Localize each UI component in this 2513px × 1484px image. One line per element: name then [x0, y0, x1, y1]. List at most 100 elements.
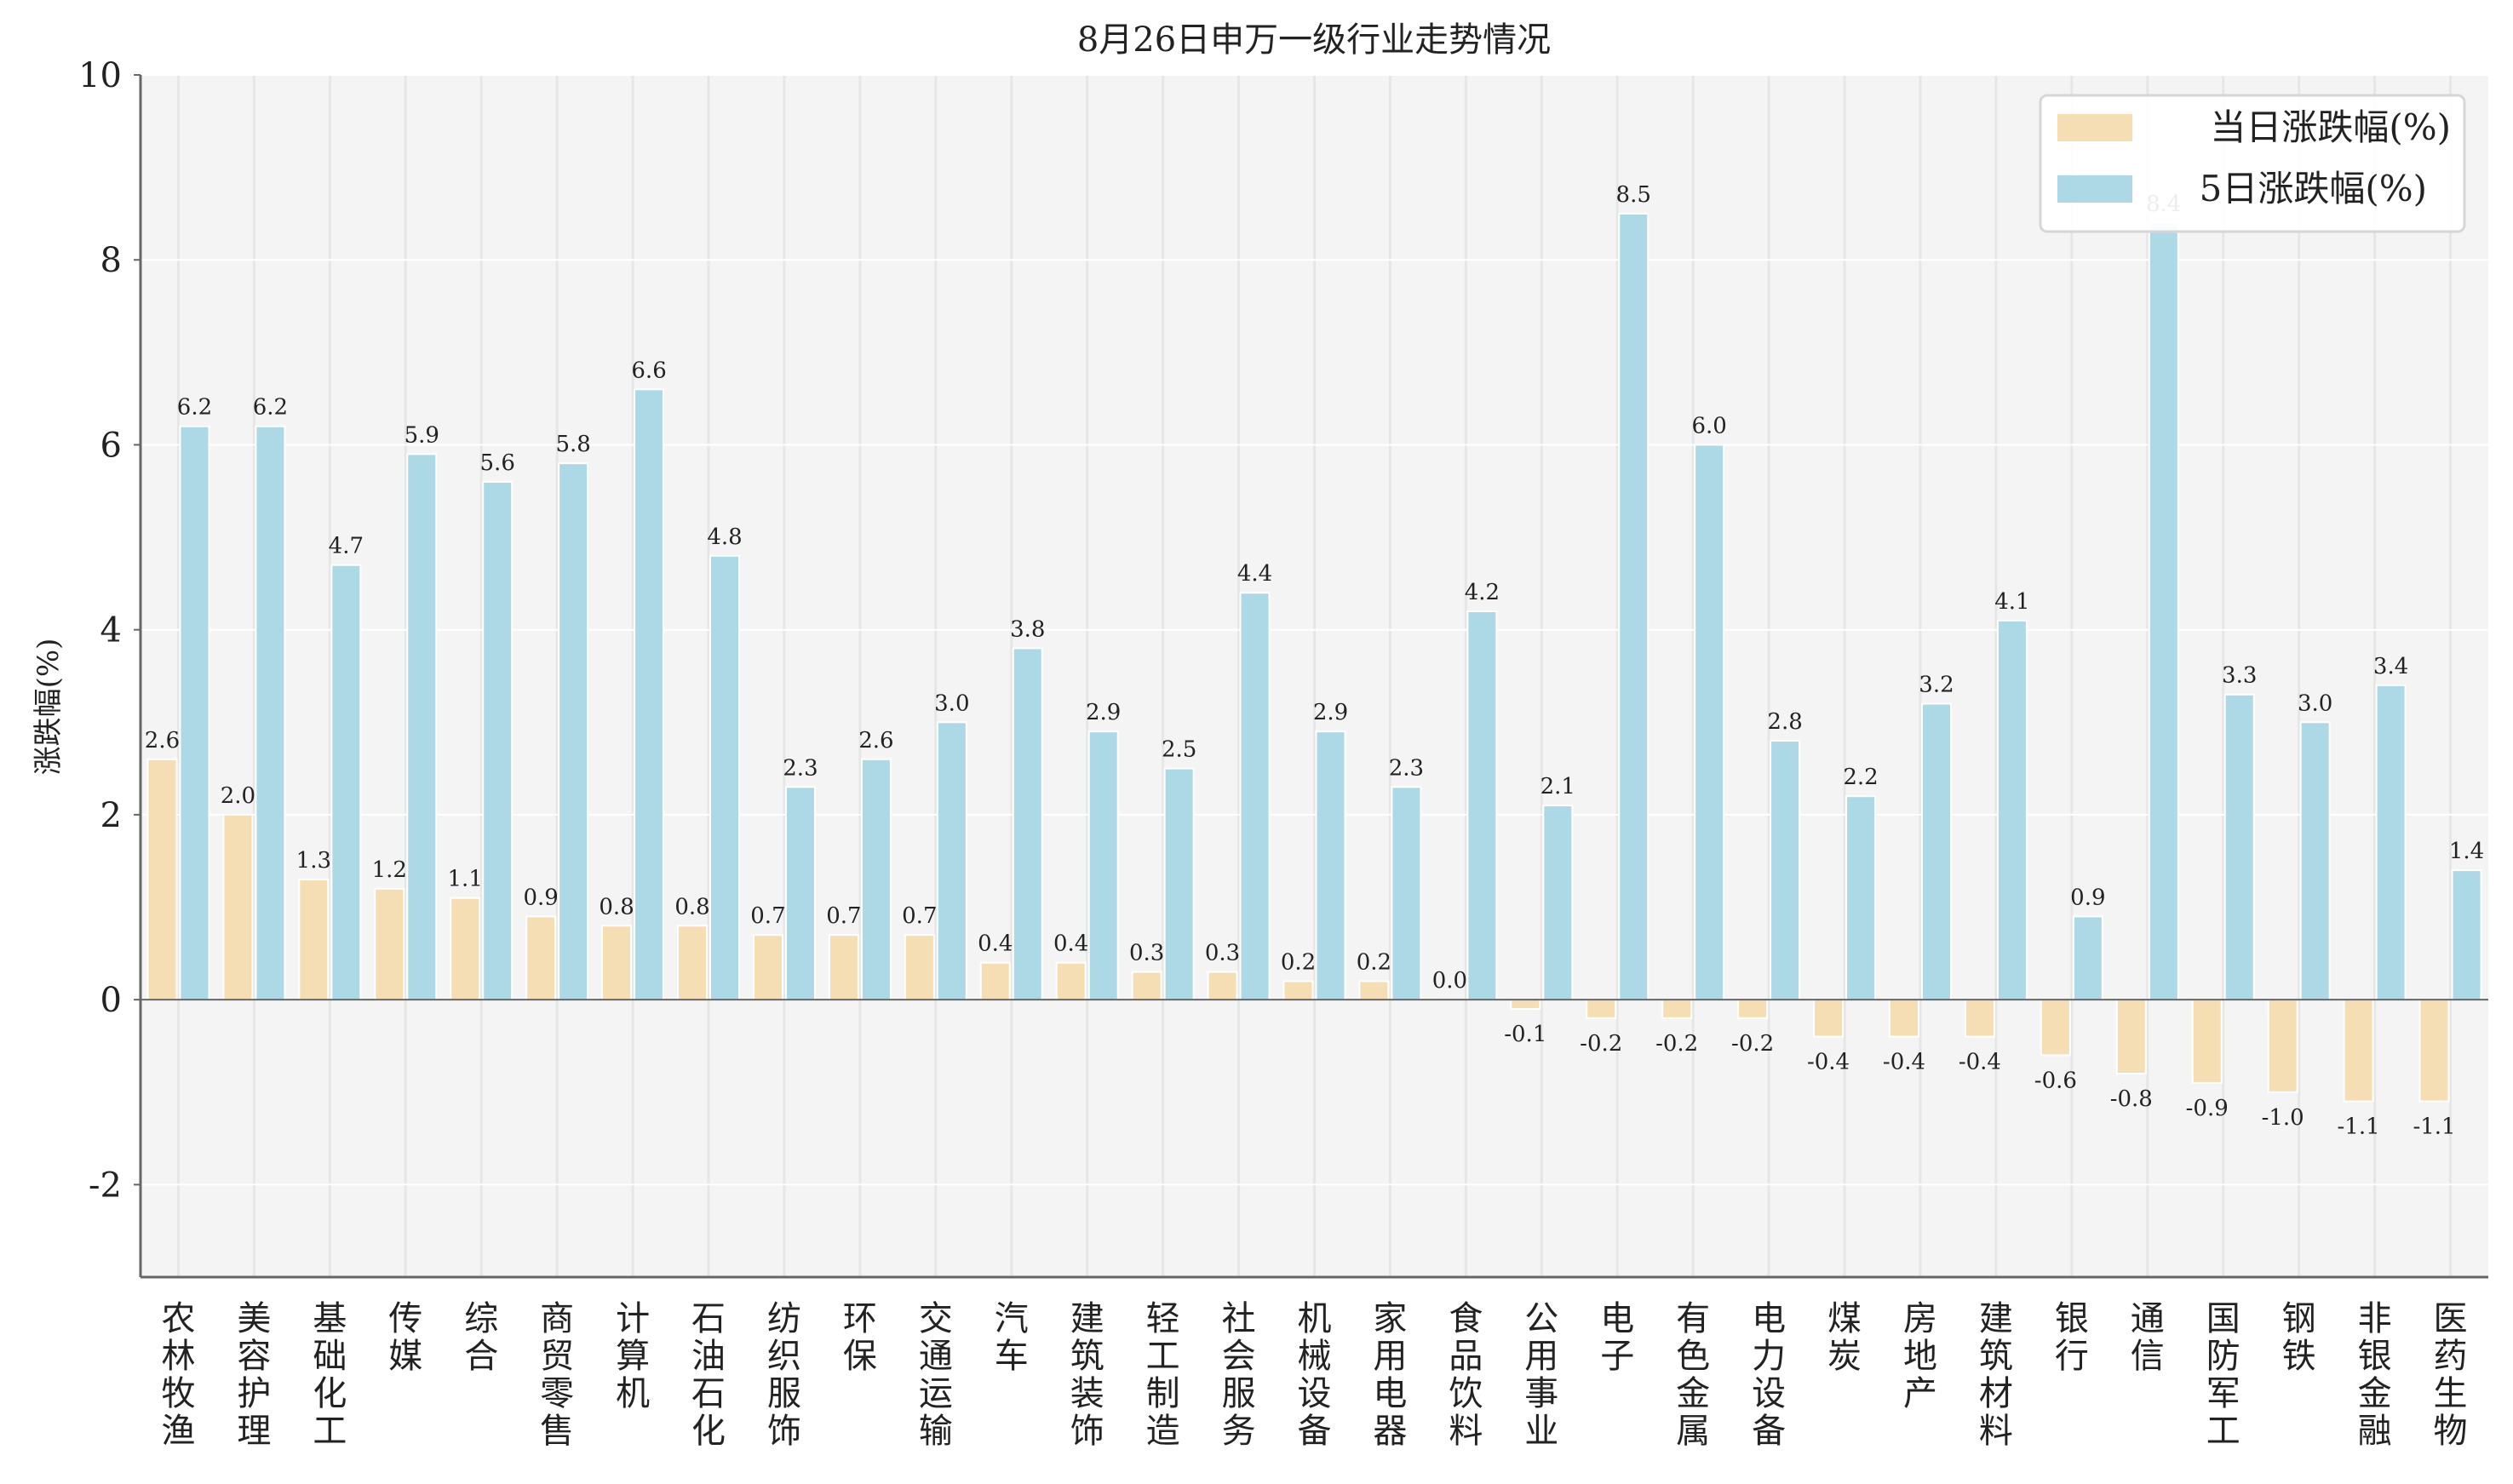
bar-5day — [2223, 693, 2255, 1001]
data-label: 0.2 — [1357, 949, 1391, 975]
bar-5day — [558, 462, 589, 1001]
data-label: 4.4 — [1237, 561, 1272, 587]
data-label: 0.9 — [2070, 885, 2105, 910]
data-label: 4.1 — [1994, 589, 2029, 615]
data-label: 0.9 — [523, 885, 558, 910]
bar-5day — [1012, 647, 1043, 1001]
data-label: 4.8 — [707, 524, 742, 550]
bar-5day — [1391, 786, 1422, 1001]
x-tick-label: 食品饮料 — [1449, 1299, 1483, 1451]
data-label: 0.4 — [978, 931, 1013, 957]
bar-5day — [784, 786, 816, 1001]
data-label: 2.3 — [1389, 755, 1424, 781]
chart-title: 8月26日申万一级行业走势情况 — [1077, 20, 1551, 60]
data-label: 6.2 — [253, 395, 288, 421]
bar-daily — [1661, 999, 1693, 1019]
bar-daily — [828, 934, 859, 1001]
bar-5day — [482, 480, 514, 1001]
data-label: -0.2 — [1580, 1031, 1622, 1057]
data-label: 2.9 — [1086, 700, 1121, 725]
x-tick-label: 交通运输 — [919, 1299, 953, 1451]
bar-5day — [406, 453, 438, 1001]
data-label: 0.8 — [674, 894, 709, 920]
data-label: 5.9 — [404, 422, 439, 448]
bar-daily — [525, 915, 557, 1001]
data-label: 4.2 — [1465, 580, 1500, 605]
data-label: 3.4 — [2373, 654, 2408, 679]
data-label: -0.4 — [1883, 1050, 1925, 1075]
bar-daily — [2418, 999, 2450, 1103]
x-tick-label: 环保 — [843, 1299, 877, 1376]
data-label: 1.1 — [448, 867, 483, 892]
x-tick-label: 建筑材料 — [1979, 1299, 2013, 1451]
bar-daily — [1207, 971, 1238, 1001]
bar-5day — [1542, 805, 1574, 1001]
bar-5day — [1694, 444, 1725, 1001]
y-tick-label: 10 — [78, 56, 122, 95]
bar-5day — [936, 721, 967, 1001]
x-tick-label: 传媒 — [388, 1299, 422, 1376]
bar-daily — [450, 897, 481, 1001]
data-label: 2.6 — [145, 728, 180, 753]
x-tick-label: 轻工制造 — [1146, 1299, 1180, 1451]
bar-5day — [1315, 731, 1346, 1001]
data-label: 2.2 — [1843, 765, 1878, 790]
x-tick-label: 基础化工 — [313, 1299, 347, 1451]
bar-5day — [330, 564, 362, 1001]
data-label: 0.7 — [750, 903, 785, 929]
x-tick-label: 国防军工 — [2206, 1299, 2240, 1451]
bar-5day — [179, 425, 210, 1001]
data-label: 2.5 — [1162, 737, 1196, 763]
legend-swatch — [2057, 175, 2132, 203]
x-tick-label: 汽车 — [995, 1299, 1029, 1376]
y-tick-label: 6 — [100, 426, 122, 465]
x-tick-label: 综合 — [464, 1299, 498, 1376]
data-label: -1.1 — [2338, 1114, 2380, 1140]
data-label: 3.8 — [1010, 616, 1045, 642]
y-tick-label: 2 — [100, 796, 122, 835]
x-tick-label: 纺织服饰 — [767, 1299, 801, 1451]
y-tick-label: 8 — [100, 241, 122, 280]
data-label: 0.7 — [902, 903, 937, 929]
legend: 当日涨跌幅(%) 5日涨跌幅(%) — [2039, 94, 2466, 233]
bar-daily — [1131, 971, 1162, 1001]
plot-area: -2 0 2 4 6 8 10 2.6 6.2 农林牧渔 2.0 6.2 美容护理 1.3 4.7 基础化工 1… — [78, 56, 2488, 1451]
data-label: 2.1 — [1541, 774, 1575, 799]
bar-daily — [1510, 999, 1541, 1011]
bar-daily — [2267, 999, 2298, 1093]
bar-daily — [1964, 999, 1995, 1038]
x-tick-label: 公用事业 — [1524, 1299, 1558, 1451]
bar-5day — [1845, 795, 1877, 1001]
bar-5day — [1087, 731, 1119, 1001]
data-label: 0.7 — [826, 903, 861, 929]
data-label: 3.0 — [934, 690, 969, 716]
bar-daily — [752, 934, 783, 1001]
bar-5day — [255, 425, 286, 1001]
bar-5day — [634, 388, 665, 1001]
bar-daily — [222, 813, 254, 1001]
x-tick-label: 家用电器 — [1373, 1299, 1407, 1451]
data-label: 6.6 — [631, 358, 666, 383]
legend-label: 当日涨跌幅(%) — [2210, 106, 2451, 148]
bar-daily — [904, 934, 935, 1001]
data-label: 8.5 — [1616, 182, 1651, 208]
x-tick-label: 建筑装饰 — [1070, 1299, 1104, 1451]
data-label: 0.3 — [1129, 941, 1164, 966]
data-label: 0.3 — [1205, 941, 1240, 966]
data-label: -0.4 — [1959, 1050, 2001, 1075]
x-tick-label: 钢铁 — [2282, 1299, 2316, 1376]
x-tick-label: 社会服务 — [1222, 1299, 1256, 1451]
bar-daily — [2191, 999, 2223, 1084]
legend-label: 5日涨跌幅(%) — [2200, 168, 2427, 209]
bar-5day — [2299, 721, 2331, 1001]
data-label: 2.3 — [783, 755, 818, 781]
bar-5day — [1996, 619, 2028, 1001]
data-label: 2.9 — [1313, 700, 1348, 725]
x-tick-label: 有色金属 — [1676, 1299, 1710, 1451]
bar-daily — [2040, 999, 2071, 1057]
bar-5day — [1920, 702, 1952, 1001]
x-tick-label: 农林牧渔 — [161, 1299, 195, 1451]
bar-daily — [1737, 999, 1769, 1019]
x-tick-label: 房地产 — [1903, 1299, 1937, 1413]
x-tick-label: 石油石化 — [691, 1299, 726, 1451]
